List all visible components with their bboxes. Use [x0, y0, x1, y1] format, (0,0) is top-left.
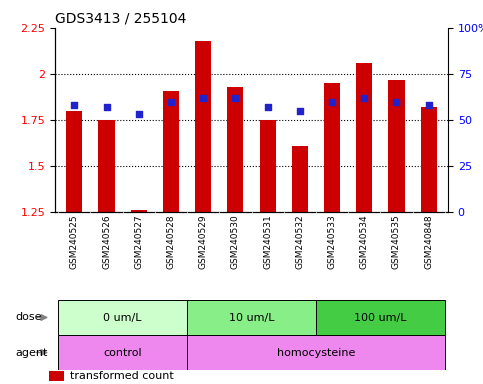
Bar — [421, 107, 437, 212]
Point — [425, 102, 433, 108]
Point — [103, 104, 111, 110]
Point — [231, 95, 239, 101]
Point — [167, 99, 175, 105]
Bar — [388, 79, 404, 212]
Text: GSM240525: GSM240525 — [70, 215, 79, 269]
Text: homocysteine: homocysteine — [277, 348, 355, 358]
Text: control: control — [103, 348, 142, 358]
Point — [393, 99, 400, 105]
Bar — [195, 41, 211, 212]
Text: GSM240529: GSM240529 — [199, 215, 208, 269]
Point — [296, 108, 304, 114]
Bar — [356, 63, 372, 212]
Point — [199, 95, 207, 101]
Text: GSM240527: GSM240527 — [134, 215, 143, 269]
Text: transformed count: transformed count — [70, 371, 173, 381]
Text: 100 um/L: 100 um/L — [354, 313, 407, 323]
Text: GSM240526: GSM240526 — [102, 215, 111, 269]
Text: agent: agent — [15, 348, 47, 358]
Point — [264, 104, 271, 110]
Text: GSM240530: GSM240530 — [231, 215, 240, 270]
Bar — [131, 210, 147, 212]
Text: GSM240531: GSM240531 — [263, 215, 272, 270]
Point — [71, 102, 78, 108]
Point — [328, 99, 336, 105]
Point — [360, 95, 368, 101]
Text: 10 um/L: 10 um/L — [229, 313, 274, 323]
Bar — [227, 87, 243, 212]
Text: GSM240533: GSM240533 — [327, 215, 337, 270]
Bar — [316, 300, 445, 335]
Bar — [99, 120, 114, 212]
Bar — [259, 120, 276, 212]
Text: GSM240532: GSM240532 — [295, 215, 304, 269]
Bar — [58, 335, 187, 370]
Text: 0 um/L: 0 um/L — [103, 313, 142, 323]
Bar — [187, 335, 445, 370]
Bar — [324, 83, 340, 212]
Text: GDS3413 / 255104: GDS3413 / 255104 — [55, 12, 186, 25]
Text: GSM240528: GSM240528 — [167, 215, 175, 269]
Text: dose: dose — [15, 313, 42, 323]
Bar — [58, 300, 187, 335]
Point — [135, 111, 142, 118]
Text: GSM240848: GSM240848 — [424, 215, 433, 269]
Text: GSM240535: GSM240535 — [392, 215, 401, 270]
Bar — [292, 146, 308, 212]
Bar — [66, 111, 83, 212]
Bar — [163, 91, 179, 212]
Bar — [187, 300, 316, 335]
Text: GSM240534: GSM240534 — [360, 215, 369, 269]
Bar — [49, 371, 64, 381]
